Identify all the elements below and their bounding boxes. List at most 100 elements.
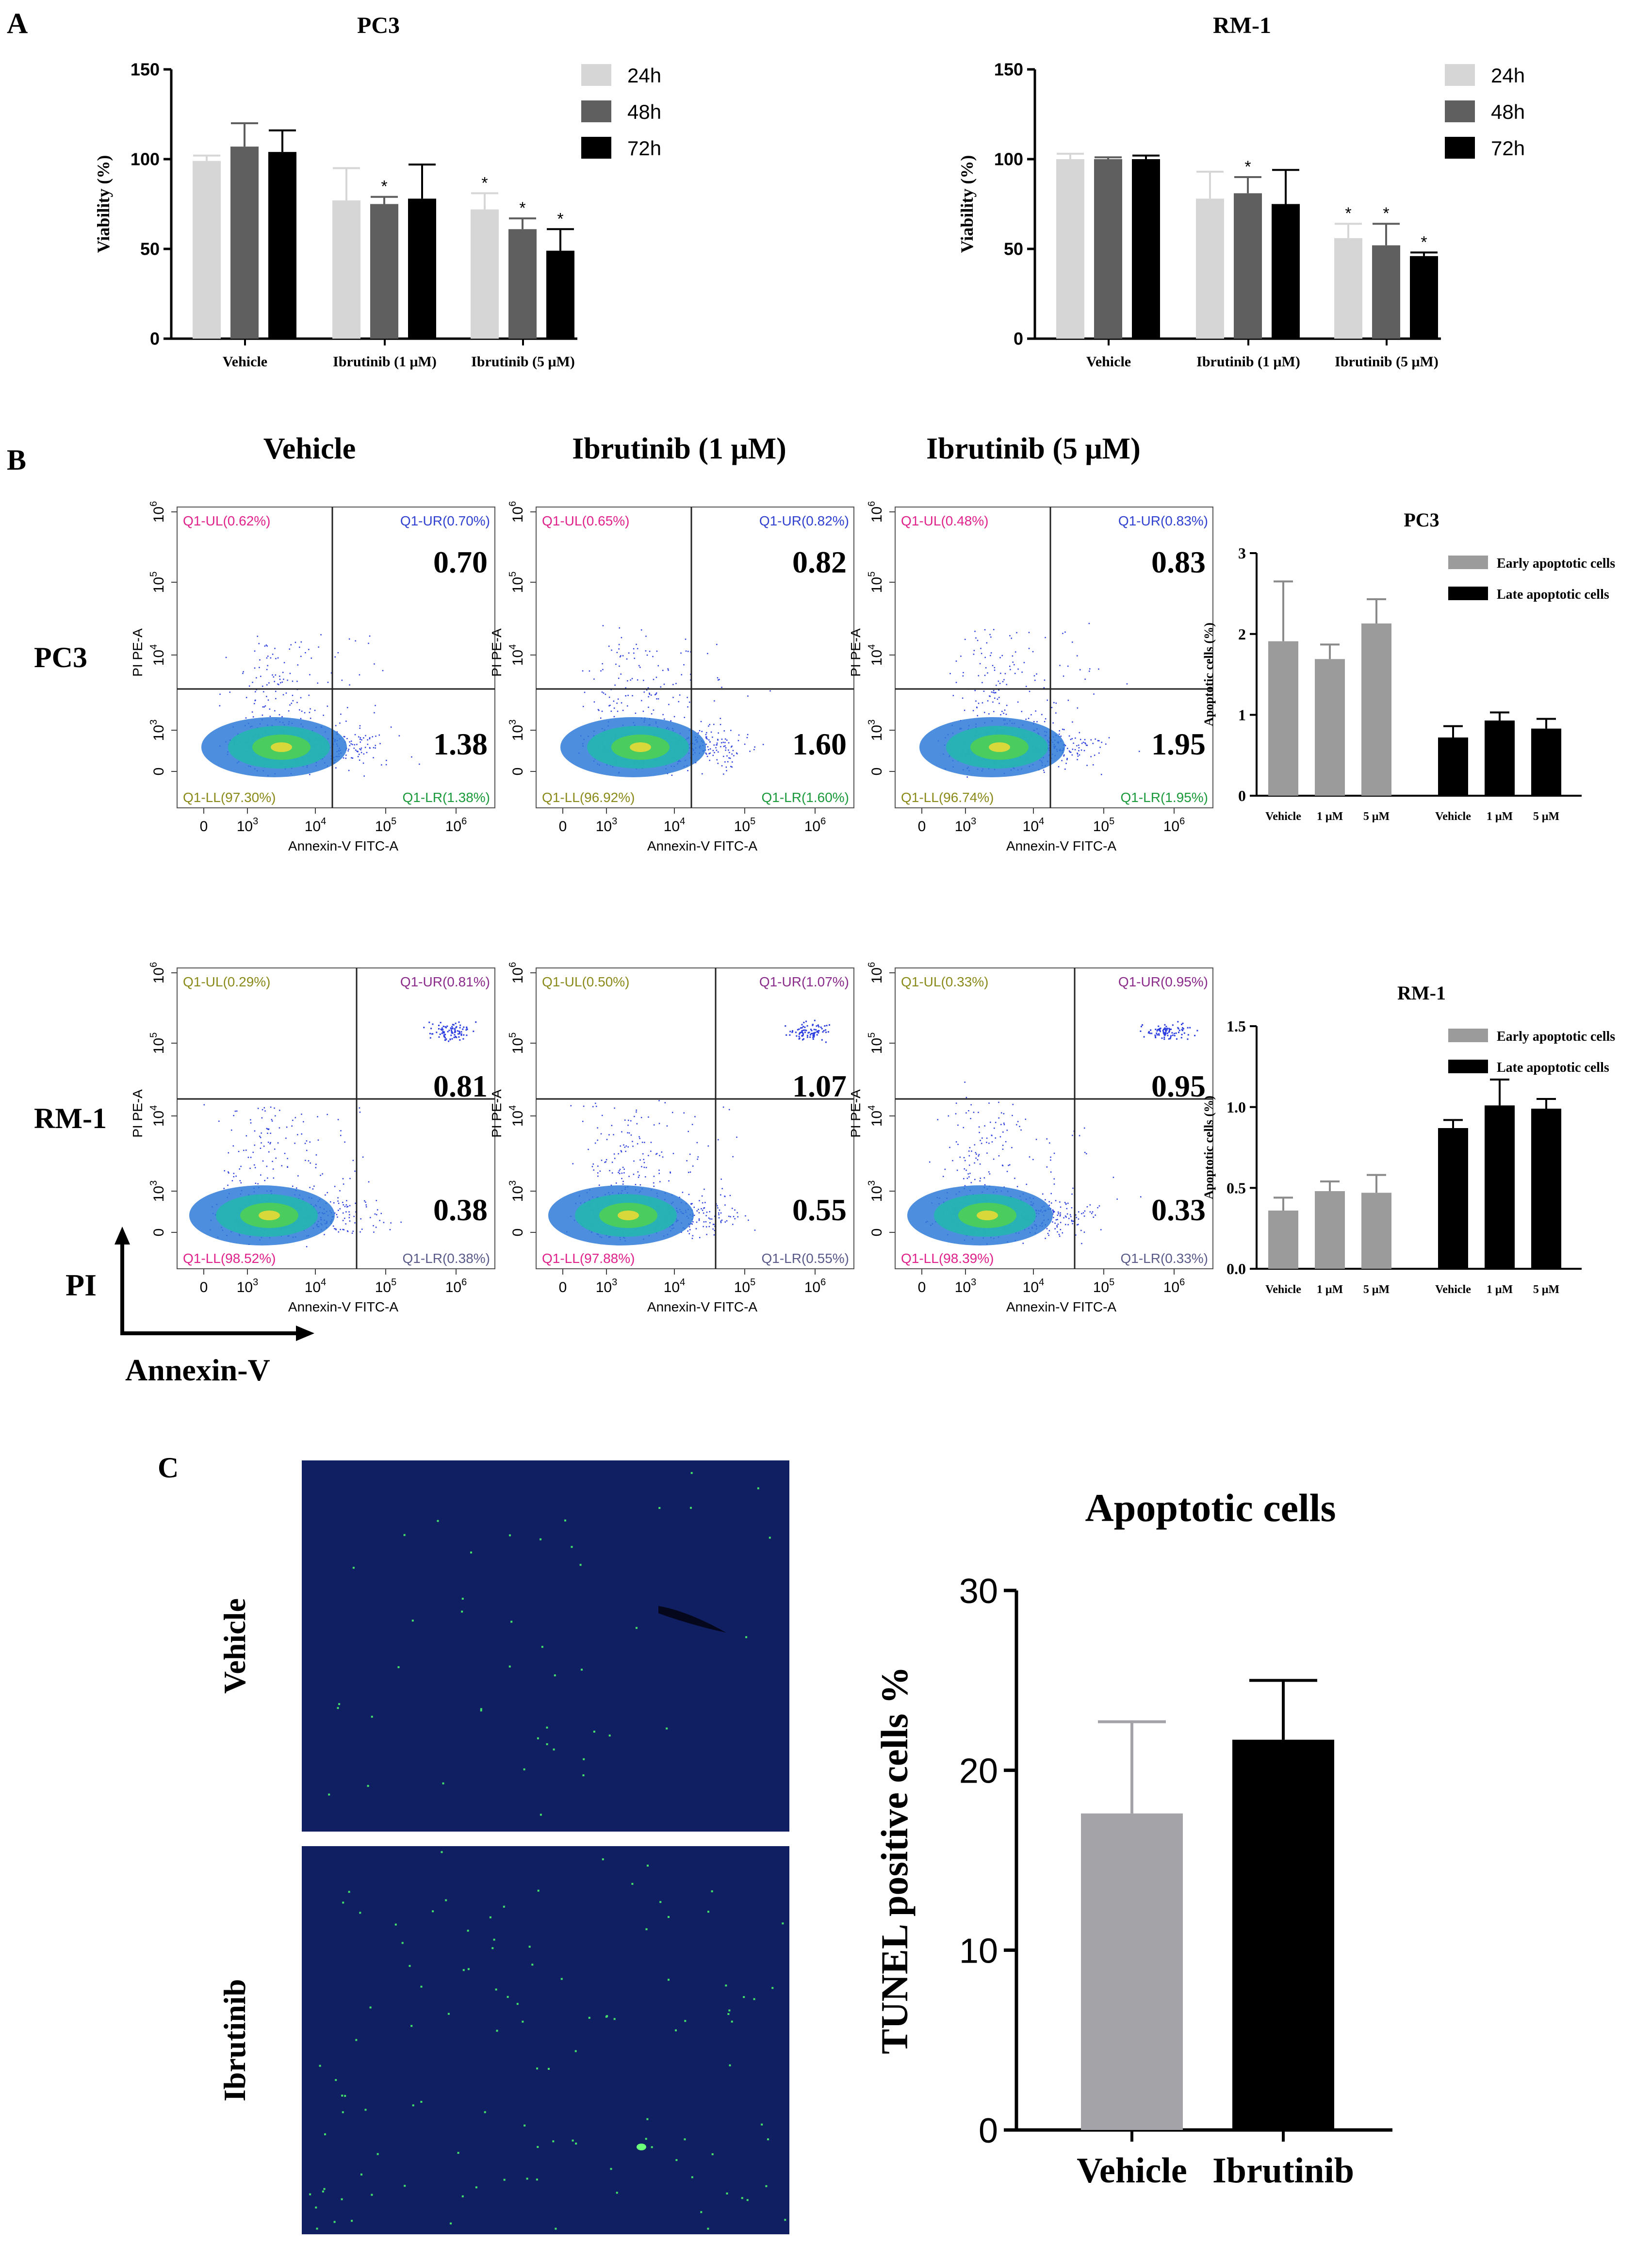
legend-label: Late apoptotic cells [1497, 1060, 1609, 1075]
axis-arrow-diagram: PI Annexin-V [65, 1227, 314, 1387]
x-axis-label: Annexin-V FITC-A [288, 1299, 398, 1314]
bar [1056, 159, 1084, 339]
bar [1081, 1813, 1183, 2130]
y-tick-exponent: 5 [867, 572, 877, 577]
x-tick-exponent: 4 [1039, 816, 1044, 827]
annexin-arrowhead [296, 1326, 314, 1341]
x-category-label: Vehicle [1435, 1283, 1471, 1296]
bar [1334, 238, 1362, 339]
bar [1361, 623, 1391, 796]
y-tick-exponent: 6 [867, 501, 877, 507]
tunel-chart: Apoptotic cells 0 10 20 30 TUNEL positive cel… [873, 1486, 1392, 2191]
panel-label-b: B [7, 444, 26, 476]
quadrant-lr-label: Q1-LR(0.33%) [1120, 1251, 1208, 1266]
x-category-label: Ibrutinib (1 μM) [333, 354, 437, 370]
y-tick-exponent: 6 [148, 501, 159, 507]
significance-star: * [1383, 204, 1389, 223]
y-tick-label: 1.0 [1227, 1098, 1246, 1116]
quadrant-ul-label: Q1-UL(0.50%) [542, 974, 630, 989]
x-category-label: Vehicle [1265, 1283, 1301, 1296]
pi-arrowhead [114, 1227, 130, 1245]
x-tick-exponent: 4 [321, 1277, 326, 1288]
y-tick-label: 150 [131, 60, 160, 80]
y-tick-label: 1.5 [1227, 1017, 1246, 1035]
tissue-image [302, 1846, 789, 2234]
y-axis-label: PI PE-A [848, 628, 863, 677]
bar [471, 209, 499, 339]
x-tick-exponent: 5 [1109, 1277, 1114, 1288]
legend-label: 72h [627, 137, 661, 160]
bar [1196, 198, 1224, 339]
y-tick-label: 106 [867, 501, 885, 523]
y-tick-exponent: 4 [148, 1105, 159, 1111]
x-tick-exponent: 3 [253, 816, 258, 827]
bar [1485, 1105, 1515, 1269]
y-tick-exponent: 5 [148, 1032, 159, 1038]
y-tick-exponent: 5 [507, 1032, 518, 1038]
quadrant-ll-label: Q1-LL(97.30%) [183, 790, 276, 805]
x-tick-exponent: 5 [391, 816, 396, 827]
chart-title: RM-1 [1213, 13, 1271, 38]
y-tick-label: 0 [979, 2112, 998, 2150]
y-tick-label: 100 [994, 149, 1023, 169]
density-peak [271, 742, 292, 752]
quadrant-lr-label: Q1-LR(0.55%) [761, 1251, 849, 1266]
tunel-images: Vehicle Ibrutinib [217, 1460, 789, 2234]
quadrant-ll-label: Q1-LL(96.74%) [901, 790, 994, 805]
legend-label: Early apoptotic cells [1497, 1029, 1615, 1044]
y-axis-label: Apoptotic cells (%) [1202, 1096, 1216, 1199]
tissue-image [302, 1460, 789, 1832]
y-tick-exponent: 6 [148, 962, 159, 967]
bar [1438, 737, 1468, 796]
x-tick-exponent: 6 [820, 816, 826, 827]
y-tick-label: 0 [151, 768, 167, 776]
x-category-label: Vehicle [1435, 810, 1471, 823]
ur-percent: 0.81 [433, 1069, 488, 1103]
x-tick-exponent: 5 [391, 1277, 396, 1288]
x-tick-exponent: 3 [971, 1277, 976, 1288]
x-axis-label: Annexin-V FITC-A [647, 838, 757, 853]
y-tick-exponent: 5 [867, 1032, 877, 1038]
y-tick-exponent: 5 [507, 572, 518, 577]
x-category-label: Vehicle [1265, 810, 1301, 823]
quadrant-lr-label: Q1-LR(1.95%) [1120, 790, 1208, 805]
bar [1232, 1739, 1334, 2130]
legend-swatch [581, 64, 611, 86]
bar [193, 161, 221, 339]
ur-percent: 0.95 [1151, 1069, 1206, 1103]
lr-percent: 1.38 [433, 727, 488, 761]
significance-star: * [1421, 233, 1427, 251]
y-tick-label: 50 [140, 239, 160, 259]
x-tick-label: 104 [305, 816, 327, 835]
quadrant-ll-label: Q1-LL(96.92%) [542, 790, 635, 805]
bar [1094, 159, 1122, 339]
flow-plot: Q1-UL(0.50%) Q1-UR(1.07%) Q1-LL(97.88%) Q1-… [489, 962, 854, 1314]
x-category-label: Ibrutinib [1212, 2151, 1354, 2191]
quadrant-ll-label: Q1-LL(98.52%) [183, 1251, 276, 1266]
legend-label: 24h [627, 64, 661, 87]
y-tick-label: 0 [869, 768, 885, 776]
quadrant-ur-label: Q1-UR(0.82%) [759, 513, 849, 528]
bar [1132, 159, 1160, 339]
y-tick-exponent: 5 [148, 572, 159, 577]
ur-percent: 1.07 [792, 1069, 847, 1103]
y-tick-label: 50 [1004, 239, 1023, 259]
x-category-label: 1 μM [1487, 810, 1513, 823]
legend-label: 72h [1491, 137, 1525, 160]
x-category-label: Ibrutinib (5 μM) [1335, 354, 1439, 370]
y-tick-exponent: 4 [867, 1105, 877, 1111]
y-axis-label: PI PE-A [489, 1089, 504, 1138]
y-tick-label: 106 [507, 501, 526, 523]
bar [268, 152, 296, 339]
x-tick-exponent: 4 [680, 816, 685, 827]
chart-title: RM-1 [1397, 982, 1446, 1004]
legend-swatch [1445, 100, 1475, 122]
bar [1315, 659, 1345, 796]
significance-star: * [1345, 204, 1351, 223]
lr-percent: 0.38 [433, 1193, 488, 1227]
x-tick-exponent: 6 [1179, 816, 1185, 827]
x-tick-exponent: 6 [461, 1277, 467, 1288]
y-tick-label: 3 [1238, 544, 1246, 562]
y-axis-label: Apoptotic cells (%) [1202, 622, 1216, 726]
y-tick-exponent: 3 [507, 1180, 518, 1186]
